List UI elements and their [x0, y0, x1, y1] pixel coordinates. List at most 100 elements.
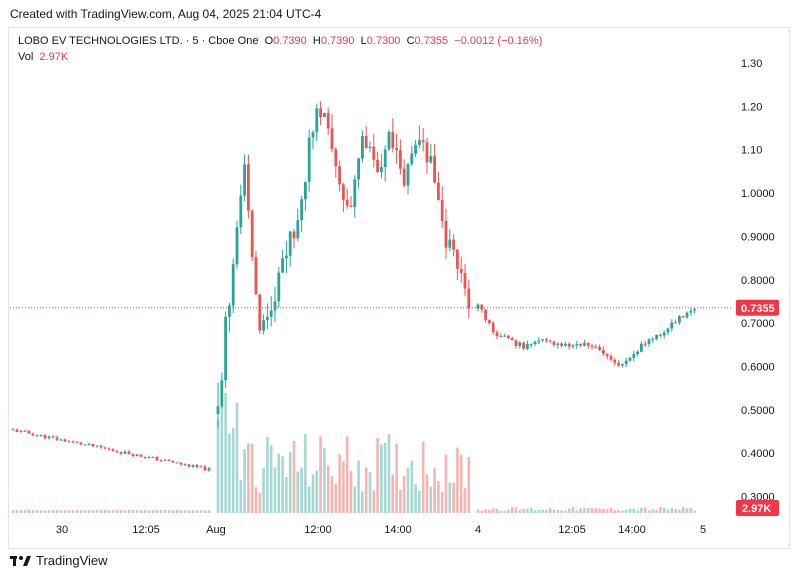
candle-body	[159, 460, 163, 462]
x-tick-label: 14:00	[618, 524, 646, 536]
candle-body	[31, 433, 35, 436]
volume-bar	[602, 508, 605, 513]
volume-bar	[203, 510, 207, 513]
volume-bar	[372, 490, 376, 513]
volume-bar	[167, 510, 171, 513]
candle-body	[533, 341, 537, 345]
volume-bar	[594, 508, 598, 513]
volume-bar	[560, 510, 563, 513]
y-tick-label: 0.6000	[741, 362, 775, 374]
volume-bar	[75, 510, 79, 513]
candle-body	[315, 108, 319, 133]
candle-body	[115, 450, 119, 452]
volume-bar	[456, 447, 459, 513]
candle-body	[266, 316, 269, 321]
candle-body	[609, 356, 613, 360]
candle-body	[23, 430, 27, 432]
volume-bar	[452, 482, 455, 513]
candle-body	[571, 345, 575, 347]
volume-bar	[545, 509, 548, 513]
volume-bar	[171, 510, 175, 513]
volume-bar	[429, 487, 433, 513]
candle-body	[131, 454, 135, 457]
candle-body	[621, 364, 624, 366]
candle-body	[364, 136, 368, 149]
candle-body	[107, 448, 111, 450]
candle-body	[207, 468, 211, 471]
candle-body	[231, 264, 235, 306]
candle-body	[503, 335, 506, 337]
candle-body	[693, 309, 696, 311]
volume-bar	[571, 507, 575, 513]
candle-body	[605, 353, 609, 357]
candle-body	[552, 341, 556, 345]
y-tick-label: 1.10	[741, 145, 762, 157]
candle-body	[414, 144, 417, 154]
volume-bar	[564, 510, 567, 513]
open-label: O	[264, 35, 274, 47]
candle-body	[311, 132, 315, 138]
volume-bar	[484, 509, 487, 513]
candle-body	[111, 449, 115, 451]
x-tick-label: 12:00	[304, 524, 332, 536]
x-tick-label: Aug	[206, 524, 226, 536]
volume-bar	[35, 510, 39, 513]
candle-body	[613, 359, 617, 363]
volume-bar	[39, 510, 43, 513]
candle-body	[135, 454, 139, 457]
volume-bar	[342, 461, 345, 513]
volume-bar	[139, 509, 143, 513]
volume-bar	[83, 510, 87, 513]
low-value: 0.7300	[366, 35, 401, 47]
volume-bar	[467, 456, 471, 513]
candle-body	[353, 179, 357, 208]
candle-body	[452, 239, 455, 250]
candle-body	[666, 328, 670, 333]
candle-body	[628, 357, 632, 361]
candle-body	[203, 466, 207, 471]
volume-bar	[135, 510, 139, 513]
y-tick-label: 0.7000	[741, 318, 775, 330]
candle-body	[15, 429, 19, 432]
candle-body	[659, 334, 662, 336]
volume-bar	[410, 460, 414, 513]
volume-bar	[239, 479, 243, 513]
volume-bar	[666, 509, 670, 513]
candle-body	[499, 336, 503, 338]
volume-bar	[254, 487, 258, 513]
candle-body	[488, 320, 491, 324]
volume-bar	[541, 509, 544, 513]
volume-bar	[364, 467, 368, 513]
volume-bar	[395, 443, 398, 513]
volume-bar	[448, 482, 452, 513]
candle-body	[410, 153, 414, 165]
volume-bar	[575, 510, 579, 513]
candle-body	[338, 166, 341, 185]
volume-bar	[659, 507, 662, 513]
candle-body	[224, 316, 227, 381]
symbol-label[interactable]: LOBO EV TECHNOLOGIES LTD. · 5 · Cboe One	[18, 35, 259, 47]
candle-body	[79, 442, 83, 445]
volume-bar	[349, 471, 353, 513]
candle-body	[444, 220, 448, 248]
candle-body	[63, 439, 67, 442]
candle-body	[383, 149, 387, 168]
candle-body	[285, 255, 288, 259]
volume-bar	[621, 510, 624, 513]
candle-body	[463, 272, 467, 289]
candle-body	[670, 322, 674, 329]
volume-bar	[119, 509, 123, 513]
candle-body	[345, 199, 349, 206]
candle-body	[361, 136, 364, 159]
candle-body	[526, 344, 529, 349]
candle-body	[11, 429, 15, 431]
volume-bar	[674, 509, 677, 513]
candle-body	[51, 436, 55, 438]
change-value: −0.0012 (−0.16%)	[454, 35, 543, 47]
volume-bar	[491, 508, 495, 513]
candle-body	[155, 457, 159, 461]
candle-body	[171, 460, 175, 463]
volume-bar	[95, 510, 99, 513]
volume-bar	[258, 492, 262, 513]
